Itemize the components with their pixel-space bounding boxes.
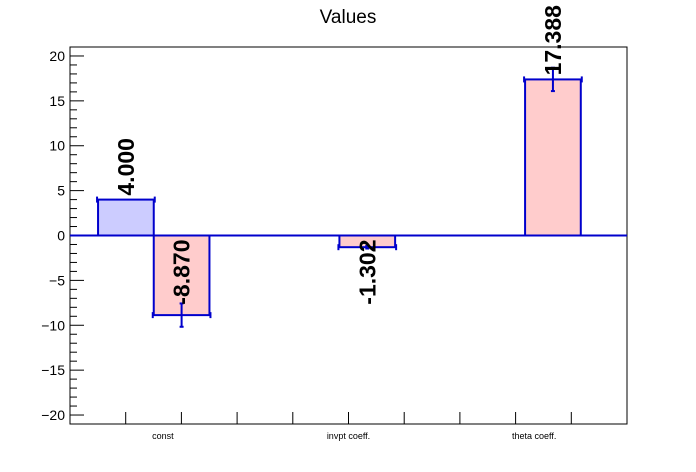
- x-axis: const invpt coeff. theta coeff.: [125, 412, 572, 441]
- y-tick-label: −20: [41, 407, 65, 423]
- bar-3: [524, 78, 582, 237]
- y-tick-label: −15: [41, 362, 65, 378]
- data-labels: 4.000 -8.870 -1.302 17.388: [113, 5, 566, 305]
- y-tick-label: −10: [41, 317, 65, 333]
- bars: [96, 66, 583, 328]
- y-tick-label: −5: [49, 272, 65, 288]
- y-tick-label: 10: [49, 138, 65, 154]
- y-tick-label: 20: [49, 48, 65, 64]
- data-label: 4.000: [113, 138, 139, 196]
- y-tick-label: 0: [57, 228, 65, 244]
- x-category-label: invpt coeff.: [327, 431, 370, 441]
- x-category-label: const: [152, 431, 174, 441]
- data-label: -8.870: [169, 240, 195, 305]
- x-category-label: theta coeff.: [512, 431, 556, 441]
- y-tick-label: 5: [57, 183, 65, 199]
- bar-1: [152, 234, 211, 317]
- chart-title: Values: [320, 7, 377, 28]
- y-axis: −20 −15 −10 −5 0 5 10 15 20: [41, 46, 84, 423]
- y-tick-label: 15: [49, 93, 65, 109]
- data-label: -1.302: [354, 240, 380, 305]
- data-label: 17.388: [540, 5, 566, 76]
- bar-0: [97, 198, 155, 237]
